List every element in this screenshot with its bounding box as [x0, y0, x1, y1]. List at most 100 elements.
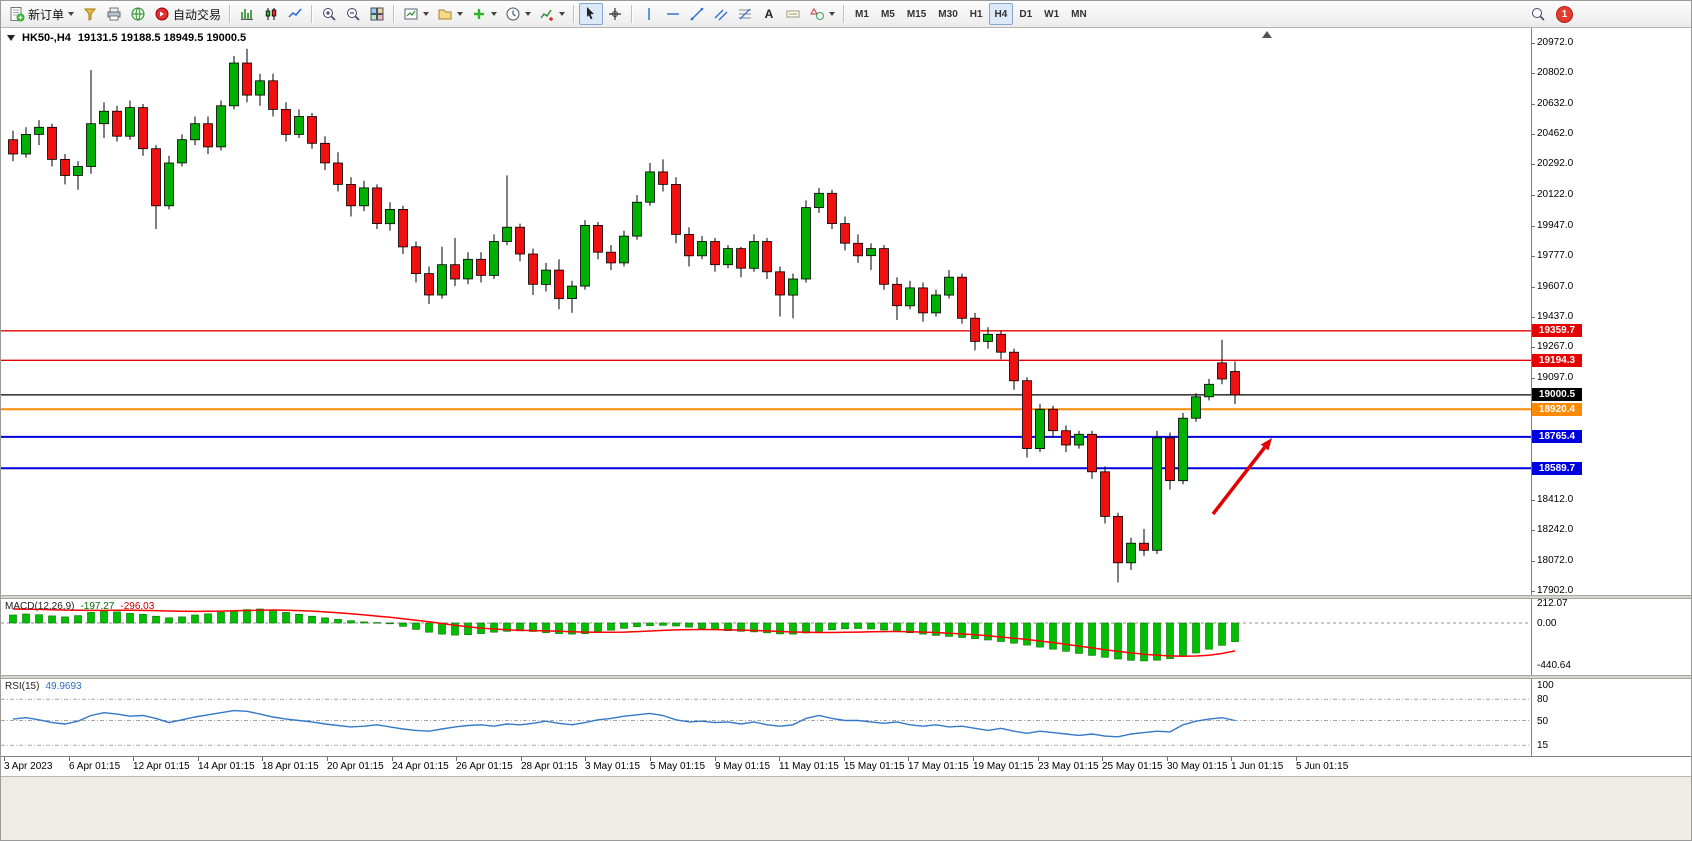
chart-symbol-period: HK50-,H4 — [22, 32, 71, 44]
fibonacci-tool-button[interactable] — [733, 3, 757, 25]
time-axis-tick — [1038, 757, 1039, 761]
timeframe-W1[interactable]: W1 — [1044, 8, 1060, 20]
time-axis-label: 3 Apr 2023 — [4, 761, 53, 772]
notification-badge[interactable]: 1 — [1556, 5, 1573, 23]
tile-windows-button[interactable] — [365, 3, 389, 25]
rsi-panel: RSI(15) 49.9693 — [1, 679, 1692, 756]
crosshair-tool-button[interactable] — [603, 3, 627, 25]
search-button[interactable] — [1526, 3, 1550, 25]
zoom-in-button[interactable] — [317, 3, 341, 25]
toolbar-separator — [311, 5, 314, 23]
terminal-area — [1, 776, 1691, 840]
timeframe-MN[interactable]: MN — [1071, 8, 1087, 20]
time-axis-tick — [392, 757, 393, 761]
printer-icon — [107, 7, 121, 21]
print-button[interactable] — [102, 3, 126, 25]
folder-icon — [438, 9, 452, 20]
new-chart-icon — [404, 8, 418, 20]
time-axis-label: 30 May 01:15 — [1167, 761, 1228, 772]
new-order-button[interactable]: 新订单 — [5, 3, 78, 25]
indicators-icon — [540, 9, 554, 21]
panel-splitter[interactable] — [1, 675, 1691, 679]
line-chart-button[interactable] — [283, 3, 307, 25]
macd-name: MACD(12,26,9) — [5, 601, 75, 612]
indicators-button[interactable] — [535, 3, 569, 25]
timeframe-M15[interactable]: M15 — [906, 8, 927, 20]
channel-tool-button[interactable] — [709, 3, 733, 25]
add-object-button[interactable] — [467, 3, 501, 25]
time-axis-tick — [908, 757, 909, 761]
zoom-out-button[interactable] — [341, 3, 365, 25]
candlestick-chart-button[interactable] — [259, 3, 283, 25]
timeframe-D1[interactable]: D1 — [1019, 8, 1033, 20]
shapes-tool-button[interactable] — [805, 3, 839, 25]
auto-trading-icon — [155, 7, 169, 21]
bar-chart-button[interactable] — [235, 3, 259, 25]
shapes-icon — [810, 8, 825, 20]
bar-chart-icon — [241, 9, 254, 20]
search-icon — [1532, 8, 1545, 21]
time-axis-label: 19 May 01:15 — [973, 761, 1034, 772]
cursor-icon — [587, 7, 595, 20]
label-icon — [786, 10, 800, 18]
channel-icon — [714, 9, 728, 21]
panel-splitter[interactable] — [1, 595, 1691, 599]
trend-arrow-head — [1260, 438, 1272, 451]
zoom-in-icon — [323, 8, 336, 21]
timeframe-H1[interactable]: H1 — [969, 8, 983, 20]
text-tool-button[interactable]: A — [757, 3, 781, 25]
fibonacci-icon — [739, 8, 752, 20]
macd-panel: MACD(12,26,9) -197.27 -296.03 — [1, 599, 1692, 675]
svg-text:A: A — [765, 7, 774, 21]
time-axis-tick — [779, 757, 780, 761]
candlestick-icon — [265, 8, 277, 20]
cursor-tool-button[interactable] — [579, 3, 604, 25]
time-axis-label: 14 Apr 01:15 — [198, 761, 255, 772]
tile-windows-icon — [370, 7, 384, 21]
macd-chart[interactable] — [1, 599, 1692, 675]
timeframe-group: M1 M5 M15 M30 H1 H4 D1 W1 MN — [849, 3, 1093, 25]
time-axis-tick — [69, 757, 70, 761]
time-axis-label: 1 Jun 01:15 — [1231, 761, 1284, 772]
line-chart-icon — [288, 8, 302, 18]
toolbar-separator — [229, 5, 232, 23]
time-axis-label: 24 Apr 01:15 — [392, 761, 449, 772]
timeframe-M5[interactable]: M5 — [880, 8, 895, 20]
clock-icon — [506, 7, 520, 21]
chart-shift-marker[interactable] — [1262, 31, 1272, 38]
time-axis-label: 26 Apr 01:15 — [456, 761, 513, 772]
label-tool-button[interactable] — [781, 3, 805, 25]
profiles-button[interactable] — [433, 3, 467, 25]
periods-button[interactable] — [501, 3, 535, 25]
time-axis-label: 5 Jun 01:15 — [1296, 761, 1349, 772]
auto-trading-button[interactable]: 自动交易 — [150, 3, 225, 25]
timeframe-H4[interactable]: H4 — [988, 3, 1014, 25]
rsi-chart[interactable] — [1, 679, 1692, 756]
macd-signal-value: -296.03 — [120, 601, 155, 612]
time-axis-tick — [262, 757, 263, 761]
main-chart[interactable] — [1, 27, 1692, 595]
trendline-tool-button[interactable] — [685, 3, 709, 25]
time-axis-label: 20 Apr 01:15 — [327, 761, 384, 772]
macd-signal-line — [12, 608, 1236, 657]
funnel-button[interactable] — [78, 3, 102, 25]
level-lines — [1, 330, 1531, 470]
timeframe-M1[interactable]: M1 — [855, 8, 869, 20]
vertical-line-tool-button[interactable] — [637, 3, 661, 25]
time-axis-label: 15 May 01:15 — [844, 761, 905, 772]
plus-icon — [474, 9, 485, 19]
candlesticks — [8, 48, 1240, 583]
time-axis[interactable]: 3 Apr 2023 6 Apr 01:15 12 Apr 01:15 14 Apr … — [1, 756, 1691, 776]
new-chart-button[interactable] — [399, 3, 433, 25]
trend-arrow-annotation[interactable] — [1211, 446, 1266, 516]
horizontal-line-tool-button[interactable] — [661, 3, 685, 25]
one-click-trading-toggle-icon[interactable] — [7, 35, 15, 41]
community-button[interactable] — [126, 3, 150, 25]
time-axis-label: 9 May 01:15 — [715, 761, 771, 772]
chevron-down-icon — [491, 12, 498, 16]
time-axis-label: 3 May 01:15 — [585, 761, 641, 772]
time-axis-tick — [1231, 757, 1232, 761]
horizontal-line-icon — [667, 13, 680, 15]
timeframe-M30[interactable]: M30 — [938, 8, 958, 20]
time-axis-tick — [585, 757, 586, 761]
